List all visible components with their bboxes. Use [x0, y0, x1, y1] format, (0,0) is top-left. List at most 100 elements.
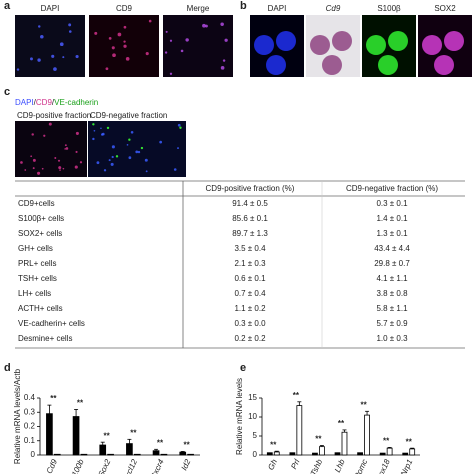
micrograph	[88, 121, 186, 177]
significance: **	[360, 400, 367, 409]
cell	[37, 58, 41, 62]
bar	[160, 453, 168, 456]
y-tick-label: 10	[248, 412, 257, 421]
cell	[75, 150, 78, 153]
cell	[108, 159, 111, 162]
bar	[319, 446, 325, 456]
legend: DAPI/CD9/VE-cadherin	[15, 98, 98, 107]
image-label: CD9-positive fraction	[17, 111, 91, 120]
bar	[187, 453, 194, 456]
cell	[64, 148, 66, 150]
cell	[32, 158, 36, 162]
x-tick-label: Id2	[180, 457, 193, 471]
cell	[177, 123, 181, 127]
cell	[40, 35, 44, 39]
bar	[289, 452, 296, 456]
cell	[110, 162, 114, 166]
y-axis-title: Relative mRNA levels/Actb	[13, 368, 22, 464]
significance: **	[77, 399, 84, 408]
y-tick-label: 0	[31, 450, 36, 459]
table-cell: 5.8 ± 1.1	[376, 304, 408, 313]
bar	[133, 453, 141, 456]
cell	[220, 66, 225, 70]
legend-part: VE-cadherin	[54, 98, 98, 107]
image-label: SOX2	[434, 4, 456, 13]
cell	[53, 67, 57, 71]
table-cell: 0.6 ± 0.1	[234, 274, 266, 283]
bar	[334, 452, 341, 456]
cell	[123, 25, 127, 29]
significance: **	[406, 437, 413, 446]
cell	[75, 54, 79, 59]
table-cell: 43.4 ± 4.4	[374, 244, 410, 253]
panel-label: e	[240, 362, 246, 374]
bar	[152, 450, 160, 456]
cell	[41, 167, 44, 170]
cell	[111, 145, 115, 149]
cell	[74, 165, 78, 169]
cell	[93, 129, 96, 132]
cell	[126, 143, 129, 146]
table-cell: 85.6 ± 0.1	[232, 214, 268, 223]
cell	[173, 168, 177, 171]
y-tick-label: 0.4	[24, 393, 36, 402]
table-cell: 2.1 ± 0.3	[234, 259, 266, 268]
cell	[137, 150, 141, 154]
cell	[38, 25, 41, 28]
cell	[58, 166, 62, 170]
cell	[123, 40, 126, 43]
cell	[115, 155, 119, 158]
cell	[105, 67, 109, 71]
table-header: CD9-positive fraction (%)	[206, 184, 295, 193]
table-cell: 5.7 ± 0.9	[376, 319, 408, 328]
table-cell: 29.8 ± 0.7	[374, 259, 410, 268]
cell	[75, 131, 79, 135]
significance: **	[50, 394, 57, 403]
cell	[51, 54, 55, 58]
significance: **	[293, 391, 300, 400]
cell	[112, 53, 116, 58]
cell	[48, 122, 52, 126]
cell	[185, 38, 189, 42]
panel-label: c	[4, 86, 10, 98]
x-tick-label: Gh	[266, 457, 279, 471]
cell	[62, 167, 65, 170]
cell	[30, 57, 33, 61]
row-label: S100β+ cells	[18, 214, 64, 223]
cell	[254, 35, 274, 55]
cell	[24, 169, 27, 171]
significance: **	[338, 419, 345, 428]
bar	[357, 452, 363, 456]
bar	[402, 452, 409, 456]
cell	[103, 169, 107, 172]
cell	[59, 169, 61, 171]
cell	[180, 49, 184, 53]
cell	[16, 68, 20, 71]
image-label: DAPI	[268, 4, 287, 13]
cell	[108, 37, 112, 40]
bar	[341, 431, 348, 456]
cell	[310, 35, 330, 55]
table-cell: 0.7 ± 0.4	[234, 289, 266, 298]
row-label: PRL+ cells	[18, 259, 56, 268]
image-label: CD9-negative fraction	[90, 111, 167, 120]
cell	[169, 72, 173, 75]
cell	[64, 144, 67, 147]
table-cell: 1.0 ± 0.3	[376, 334, 408, 343]
bar	[99, 444, 107, 456]
bar	[72, 416, 80, 456]
cell	[140, 146, 144, 150]
cell	[43, 134, 46, 137]
cell	[144, 158, 148, 162]
cell	[205, 24, 208, 28]
table-cell: 0.3 ± 0.0	[234, 319, 266, 328]
cell	[117, 32, 122, 37]
cell	[169, 39, 173, 42]
table-header: CD9-negative fraction (%)	[346, 184, 438, 193]
row-label: CD9+cells	[18, 199, 55, 208]
significance: **	[184, 441, 191, 450]
y-tick-label: 15	[248, 393, 257, 402]
significance: **	[270, 440, 277, 449]
cell	[159, 140, 163, 144]
